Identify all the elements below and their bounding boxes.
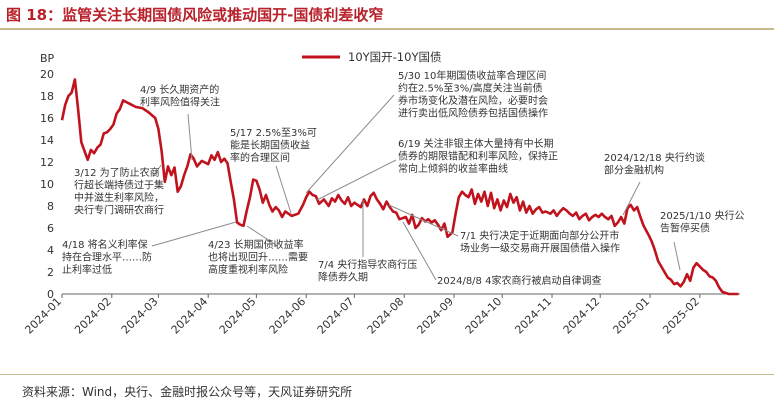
x-tick-label: 2024-08 xyxy=(365,295,407,337)
annotation-arrow xyxy=(152,164,162,178)
annotation-line: 进行卖出低风险债券包括国债操作 xyxy=(398,107,548,120)
y-tick-label: 8 xyxy=(47,200,54,213)
annotation-text: 5/17 2.5%至3%可能是长期国债收益率的合理区间 xyxy=(230,127,317,164)
y-tick-label: 6 xyxy=(47,222,54,235)
annotation-arrow xyxy=(673,241,681,271)
annotation-line: 能是长期国债收益 xyxy=(230,139,310,152)
annotation-text: 7/4 央行指导农商行压降债券久期 xyxy=(318,258,417,284)
annotation-line: 止利率过低 xyxy=(62,263,112,276)
y-tick-label: 16 xyxy=(40,112,54,125)
annotation-line: 4/23 长期国债收益率 xyxy=(208,238,304,251)
x-tick-label: 2024-06 xyxy=(267,295,309,337)
annotation-line: 场业务一级交易商开展国债借入操作 xyxy=(460,242,620,255)
annotation-text: 4/23 长期国债收益率也将出现回升……需要高度重视利率风险 xyxy=(208,238,308,276)
y-axis-label: BP xyxy=(40,52,55,65)
y-tick-label: 12 xyxy=(40,156,54,169)
annotation-line: 2025/1/10 央行公 xyxy=(660,209,744,222)
y-tick-label: 2 xyxy=(47,266,54,279)
figure-header: 图 18：监管关注长期国债风险或推动国开-国债利差收窄 xyxy=(0,0,774,30)
x-axis: 2024-01 2024-02 2024-03 2024-04 2024-05 2024-… xyxy=(22,293,740,337)
x-tick-label: 2025-02 xyxy=(660,295,702,337)
x-tick-label: 2024-12 xyxy=(561,295,603,337)
x-tick-label: 2024-03 xyxy=(119,295,161,337)
annotation-line: 部分金融机构 xyxy=(604,164,664,177)
annotation-arrow xyxy=(316,159,397,201)
annotation-line: 7/1 央行决定于近期面向部分公开市 xyxy=(460,229,619,242)
annotation-line: 央行专门调研农商行 xyxy=(74,204,164,217)
annotation-line: 持在合理水平……防 xyxy=(62,251,152,264)
annotation-line: 率的合理区间 xyxy=(230,151,290,164)
y-tick-label: 18 xyxy=(40,90,54,103)
figure-title: 图 18：监管关注长期国债风险或推动国开-国债利差收窄 xyxy=(6,6,384,24)
annotation-line: 4/18 将名义利率保 xyxy=(62,238,148,251)
annotation-line: 5/30 10年期国债收益率合理区间 xyxy=(398,69,546,82)
annotation-arrow xyxy=(275,165,292,214)
annotation-line: 约在2.5%至3%/高度关注当前债 xyxy=(398,82,543,95)
x-tick-label: 2024-05 xyxy=(217,295,259,337)
annotation-line: 7/4 央行指导农商行压 xyxy=(318,258,417,271)
annotation-line: 3/12 为了防止农商 xyxy=(74,166,160,179)
y-tick-label: 4 xyxy=(47,244,54,257)
x-tick-label: 2024-11 xyxy=(512,295,554,337)
annotation-line: 中并滋生利率风险， xyxy=(74,191,164,204)
annotation-line: 2024/8/8 4家农商行被启动自律调查 xyxy=(437,274,601,287)
annotation-text: 5/30 10年期国债收益率合理区间约在2.5%至3%/高度关注当前债券市场变化… xyxy=(398,69,548,120)
x-tick-label: 2024-04 xyxy=(169,295,211,337)
source-note: 资料来源：Wind，央行、金融时报公众号等，天风证券研究所 xyxy=(22,385,353,399)
annotation-arrow xyxy=(305,94,395,194)
annotation-line: 高度重视利率风险 xyxy=(208,263,288,276)
y-tick-label: 0 xyxy=(47,288,54,301)
annotation-line: 也将出现回升……需要 xyxy=(208,251,308,264)
legend: 10Y国开-10Y国债 xyxy=(302,50,441,64)
annotation-text: 2024/8/8 4家农商行被启动自律调查 xyxy=(437,274,601,287)
annotation-line: 4/9 长久期资产的 xyxy=(140,83,219,96)
x-tick-label: 2024-02 xyxy=(72,295,114,337)
y-tick-label: 10 xyxy=(40,178,54,191)
x-tick-label: 2024-01 xyxy=(22,295,64,337)
annotation-arrow xyxy=(187,113,193,161)
annotation-arrow xyxy=(622,181,641,216)
annotation-line: 常向上倾斜的收益率曲线 xyxy=(398,162,508,175)
annotation-arrow xyxy=(388,204,459,237)
x-tick-label: 2024-07 xyxy=(315,295,357,337)
annotation-line: 告暂停买债 xyxy=(660,222,710,235)
annotation-text: 6/19 关注非银主体大量持有中长期债券的期限错配和利率风险，保持正常向上倾斜的… xyxy=(398,137,558,175)
annotation-text: 4/9 长久期资产的利率风险值得关注 xyxy=(140,83,220,109)
annotation-text: 2025/1/10 央行公告暂停买债 xyxy=(660,209,744,235)
y-tick-label: 20 xyxy=(40,68,54,81)
y-axis: BP 0 2 4 6 8 10 12 14 16 18 20 xyxy=(40,52,55,301)
annotation-text: 2024/12/18 央行约谈部分金融机构 xyxy=(604,151,705,177)
y-tick-label: 14 xyxy=(40,134,54,147)
annotation-arrow xyxy=(151,221,237,247)
annotation-line: 券市场变化及潜在风险，必要时会 xyxy=(398,94,548,107)
annotation-text: 7/1 央行决定于近期面向部分公开市场业务一级交易商开展国债借入操作 xyxy=(460,229,620,255)
annotation-text: 3/12 为了防止农商行超长端持债过于集中并滋生利率风险，央行专门调研农商行 xyxy=(74,166,164,217)
annotation-line: 降债券久期 xyxy=(318,271,368,284)
annotation-line: 债券的期限错配和利率风险，保持正 xyxy=(398,150,558,163)
annotation-arrow xyxy=(402,221,437,281)
annotation-line: 5/17 2.5%至3%可 xyxy=(230,127,317,139)
footer-rule xyxy=(0,374,774,375)
annotation-line: 利率风险值得关注 xyxy=(140,96,220,109)
legend-label: 10Y国开-10Y国债 xyxy=(348,50,441,64)
header-rule xyxy=(0,28,774,30)
x-tick-label: 2025-01 xyxy=(610,295,652,337)
series-line xyxy=(60,78,739,296)
annotation-line: 6/19 关注非银主体大量持有中长期 xyxy=(398,137,554,150)
annotation-line: 行超长端持债过于集 xyxy=(74,179,164,192)
annotation-line: 2024/12/18 央行约谈 xyxy=(604,151,705,164)
annotation-arrow xyxy=(246,225,277,246)
x-tick-label: 2024-09 xyxy=(414,295,456,337)
x-tick-label: 2024-10 xyxy=(463,295,505,337)
annotation-text: 4/18 将名义利率保持在合理水平……防止利率过低 xyxy=(62,238,152,276)
